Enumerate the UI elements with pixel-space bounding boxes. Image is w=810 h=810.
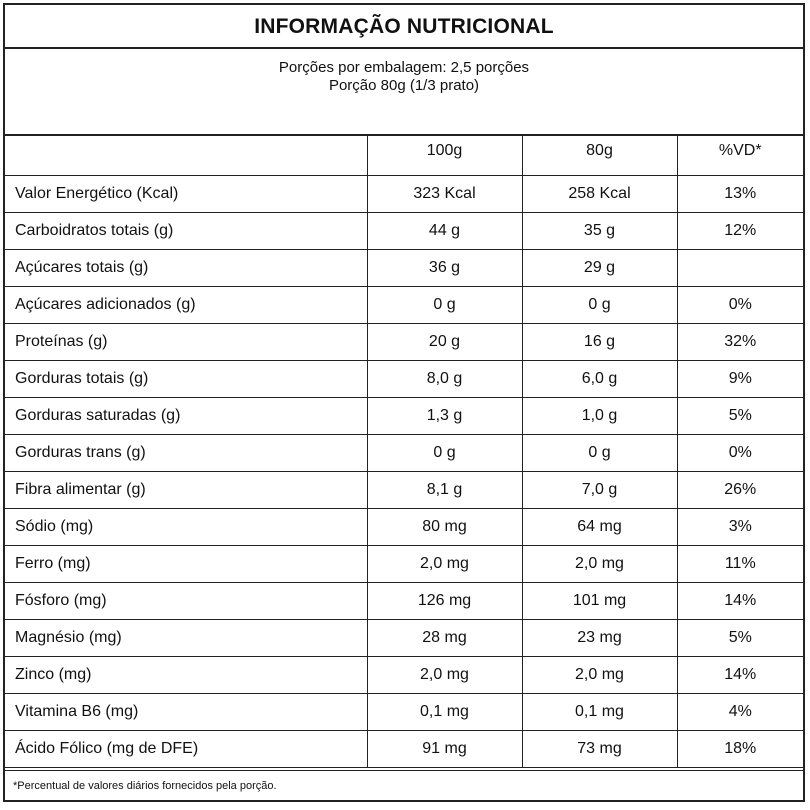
table-row: Açúcares totais (g) 36 g 29 g	[5, 249, 803, 287]
header-nutrient	[5, 135, 368, 176]
daily-value-percent	[676, 249, 803, 287]
nutrition-facts-panel: INFORMAÇÃO NUTRICIONAL Porções por embal…	[3, 3, 805, 802]
value-per-100g: 8,0 g	[366, 360, 523, 398]
nutrient-name: Gorduras saturadas (g)	[5, 397, 368, 435]
value-per-80g: 73 mg	[521, 730, 678, 768]
value-per-100g: 36 g	[366, 249, 523, 287]
value-per-80g: 35 g	[521, 212, 678, 250]
table-row: Fósforo (mg) 126 mg 101 mg 14%	[5, 582, 803, 620]
value-per-100g: 0 g	[366, 434, 523, 472]
value-per-100g: 0 g	[366, 286, 523, 324]
daily-value-percent: 0%	[676, 434, 803, 472]
nutrient-name: Açúcares adicionados (g)	[5, 286, 368, 324]
daily-value-percent: 5%	[676, 397, 803, 435]
nutrient-name: Sódio (mg)	[5, 508, 368, 546]
daily-value-percent: 4%	[676, 693, 803, 731]
nutrient-name: Fósforo (mg)	[5, 582, 368, 620]
value-per-100g: 0,1 mg	[366, 693, 523, 731]
table-row: Sódio (mg) 80 mg 64 mg 3%	[5, 508, 803, 546]
panel-title: INFORMAÇÃO NUTRICIONAL	[5, 5, 803, 49]
footnote: *Percentual de valores diários fornecido…	[5, 770, 803, 800]
daily-value-percent: 5%	[676, 619, 803, 657]
value-per-80g: 6,0 g	[521, 360, 678, 398]
value-per-100g: 1,3 g	[366, 397, 523, 435]
table-row: Ferro (mg) 2,0 mg 2,0 mg 11%	[5, 545, 803, 583]
table-row: Carboidratos totais (g) 44 g 35 g 12%	[5, 212, 803, 250]
value-per-100g: 91 mg	[366, 730, 523, 768]
value-per-100g: 80 mg	[366, 508, 523, 546]
daily-value-percent: 14%	[676, 656, 803, 694]
nutrient-name: Carboidratos totais (g)	[5, 212, 368, 250]
value-per-80g: 23 mg	[521, 619, 678, 657]
daily-value-percent: 9%	[676, 360, 803, 398]
daily-value-percent: 14%	[676, 582, 803, 620]
daily-value-percent: 0%	[676, 286, 803, 324]
nutrient-name: Vitamina B6 (mg)	[5, 693, 368, 731]
nutrient-name: Proteínas (g)	[5, 323, 368, 361]
nutrient-name: Gorduras totais (g)	[5, 360, 368, 398]
value-per-80g: 0 g	[521, 286, 678, 324]
serving-info: Porções por embalagem: 2,5 porções Porçã…	[5, 49, 803, 135]
nutrient-name: Magnésio (mg)	[5, 619, 368, 657]
value-per-100g: 2,0 mg	[366, 545, 523, 583]
nutrient-name: Gorduras trans (g)	[5, 434, 368, 472]
nutrient-name: Valor Energético (Kcal)	[5, 175, 368, 213]
value-per-80g: 0 g	[521, 434, 678, 472]
value-per-80g: 29 g	[521, 249, 678, 287]
header-per-80g: 80g	[521, 135, 678, 176]
daily-value-percent: 3%	[676, 508, 803, 546]
header-daily-value: %VD*	[676, 135, 803, 176]
header-per-100g: 100g	[366, 135, 523, 176]
value-per-80g: 7,0 g	[521, 471, 678, 509]
value-per-80g: 0,1 mg	[521, 693, 678, 731]
table-row: Zinco (mg) 2,0 mg 2,0 mg 14%	[5, 656, 803, 694]
value-per-80g: 2,0 mg	[521, 656, 678, 694]
table-row: Fibra alimentar (g) 8,1 g 7,0 g 26%	[5, 471, 803, 509]
value-per-100g: 28 mg	[366, 619, 523, 657]
table-row: Magnésio (mg) 28 mg 23 mg 5%	[5, 619, 803, 657]
nutrient-name: Zinco (mg)	[5, 656, 368, 694]
value-per-80g: 2,0 mg	[521, 545, 678, 583]
value-per-80g: 16 g	[521, 323, 678, 361]
table-row: Gorduras saturadas (g) 1,3 g 1,0 g 5%	[5, 397, 803, 435]
value-per-80g: 64 mg	[521, 508, 678, 546]
value-per-100g: 323 Kcal	[366, 175, 523, 213]
value-per-100g: 20 g	[366, 323, 523, 361]
daily-value-percent: 13%	[676, 175, 803, 213]
daily-value-percent: 32%	[676, 323, 803, 361]
table-row: Vitamina B6 (mg) 0,1 mg 0,1 mg 4%	[5, 693, 803, 731]
value-per-100g: 44 g	[366, 212, 523, 250]
value-per-100g: 2,0 mg	[366, 656, 523, 694]
value-per-100g: 126 mg	[366, 582, 523, 620]
table-row: Gorduras totais (g) 8,0 g 6,0 g 9%	[5, 360, 803, 398]
nutrient-name: Ácido Fólico (mg de DFE)	[5, 730, 368, 768]
value-per-100g: 8,1 g	[366, 471, 523, 509]
nutrient-name: Açúcares totais (g)	[5, 249, 368, 287]
serving-size: Porção 80g (1/3 prato)	[328, 77, 480, 94]
nutrient-name: Fibra alimentar (g)	[5, 471, 368, 509]
table-row: Valor Energético (Kcal) 323 Kcal 258 Kcal 1…	[5, 175, 803, 213]
daily-value-percent: 18%	[676, 730, 803, 768]
table-row: Proteínas (g) 20 g 16 g 32%	[5, 323, 803, 361]
nutrition-table: 100g 80g %VD* Valor Energético (Kcal) 323…	[5, 135, 803, 768]
value-per-80g: 101 mg	[521, 582, 678, 620]
servings-per-package: Porções por embalagem: 2,5 porções	[278, 59, 530, 76]
nutrient-name: Ferro (mg)	[5, 545, 368, 583]
table-row: Ácido Fólico (mg de DFE) 91 mg 73 mg 18%	[5, 730, 803, 768]
table-header-row: 100g 80g %VD*	[5, 135, 803, 176]
daily-value-percent: 12%	[676, 212, 803, 250]
daily-value-percent: 11%	[676, 545, 803, 583]
value-per-80g: 258 Kcal	[521, 175, 678, 213]
value-per-80g: 1,0 g	[521, 397, 678, 435]
daily-value-percent: 26%	[676, 471, 803, 509]
